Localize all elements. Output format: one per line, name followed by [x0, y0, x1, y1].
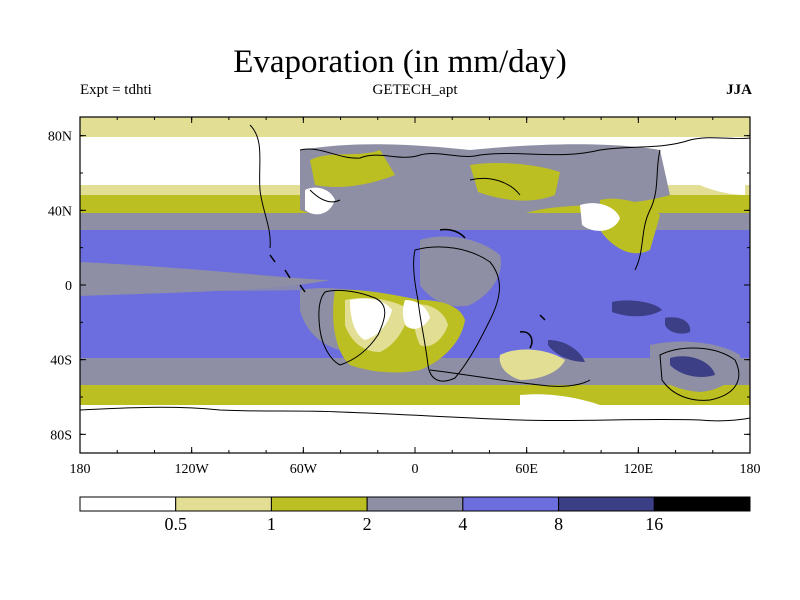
- map-title: Evaporation (in mm/day): [233, 44, 567, 80]
- coastline-north: [249, 124, 750, 271]
- coastline-south-block: [429, 369, 591, 387]
- coastline-south-america: [318, 289, 386, 366]
- coastline-africa: [413, 246, 500, 382]
- dark-blue-patch-2: [665, 317, 691, 334]
- southeast-pale-patch: [499, 349, 565, 380]
- colorbar-swatch: [653, 496, 751, 512]
- colorbar-label: 16: [645, 514, 663, 534]
- colorbar-swatch: [270, 496, 368, 512]
- colorbar-label: 4: [458, 514, 467, 534]
- y-tick-label: 80N: [48, 130, 72, 145]
- north-white-patches: [305, 173, 745, 231]
- colorbar: 0.5 1 2 4 8 16: [79, 496, 751, 534]
- coastline-islands: [269, 228, 546, 349]
- y-tick-label: 80S: [50, 428, 72, 443]
- band-north-olive: [80, 117, 750, 137]
- colorbar-label: 1: [267, 514, 276, 534]
- dark-blue-patch-1: [612, 300, 662, 317]
- coastline-antarctica: [80, 406, 750, 422]
- x-tick-label: 120W: [175, 462, 210, 477]
- band-south-olive: [80, 385, 750, 407]
- colorbar-swatch: [558, 496, 655, 512]
- x-tick-label: 120E: [624, 462, 654, 477]
- x-tick-label: 60E: [515, 462, 538, 477]
- colorbar-label: 2: [363, 514, 372, 534]
- dark-blue-patch-3: [548, 340, 585, 362]
- colorbar-label: 0.5: [164, 514, 187, 534]
- x-tick-label: 180: [70, 462, 91, 477]
- x-tick-label: 180: [740, 462, 761, 477]
- coastline-australia: [659, 347, 740, 401]
- north-olive-patches: [310, 150, 660, 254]
- y-tick-label: 40N: [48, 204, 72, 219]
- colorbar-swatch: [366, 496, 464, 512]
- axis-ticks: 180 120W 60W 0 60E 120E 180 80N 40N 0 40S 80S: [48, 117, 761, 477]
- x-tick-label: 0: [412, 462, 419, 477]
- south-continent-white: [350, 298, 430, 340]
- y-tick-label: 40S: [50, 354, 72, 369]
- south-white-patches: [150, 394, 600, 435]
- colorbar-swatch: [175, 496, 272, 512]
- colorbar-swatch: [79, 496, 177, 512]
- season-label: JJA: [726, 82, 752, 98]
- x-tick-label: 60W: [290, 462, 318, 477]
- source-label: GETECH_apt: [372, 82, 458, 98]
- colorbar-label: 8: [554, 514, 563, 534]
- gray-tongue-west: [80, 265, 300, 291]
- dark-blue-patch-4: [670, 356, 715, 377]
- colorbar-swatch: [462, 496, 560, 512]
- evaporation-field: [80, 117, 750, 453]
- experiment-label: Expt = tdhti: [80, 82, 152, 98]
- y-tick-label: 0: [65, 279, 72, 294]
